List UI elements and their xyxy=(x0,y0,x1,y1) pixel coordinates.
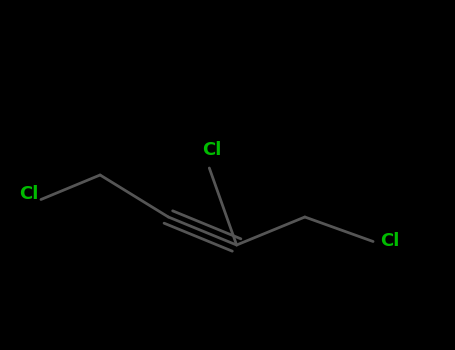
Text: Cl: Cl xyxy=(202,141,221,159)
Text: Cl: Cl xyxy=(380,232,399,251)
Text: Cl: Cl xyxy=(19,185,39,203)
